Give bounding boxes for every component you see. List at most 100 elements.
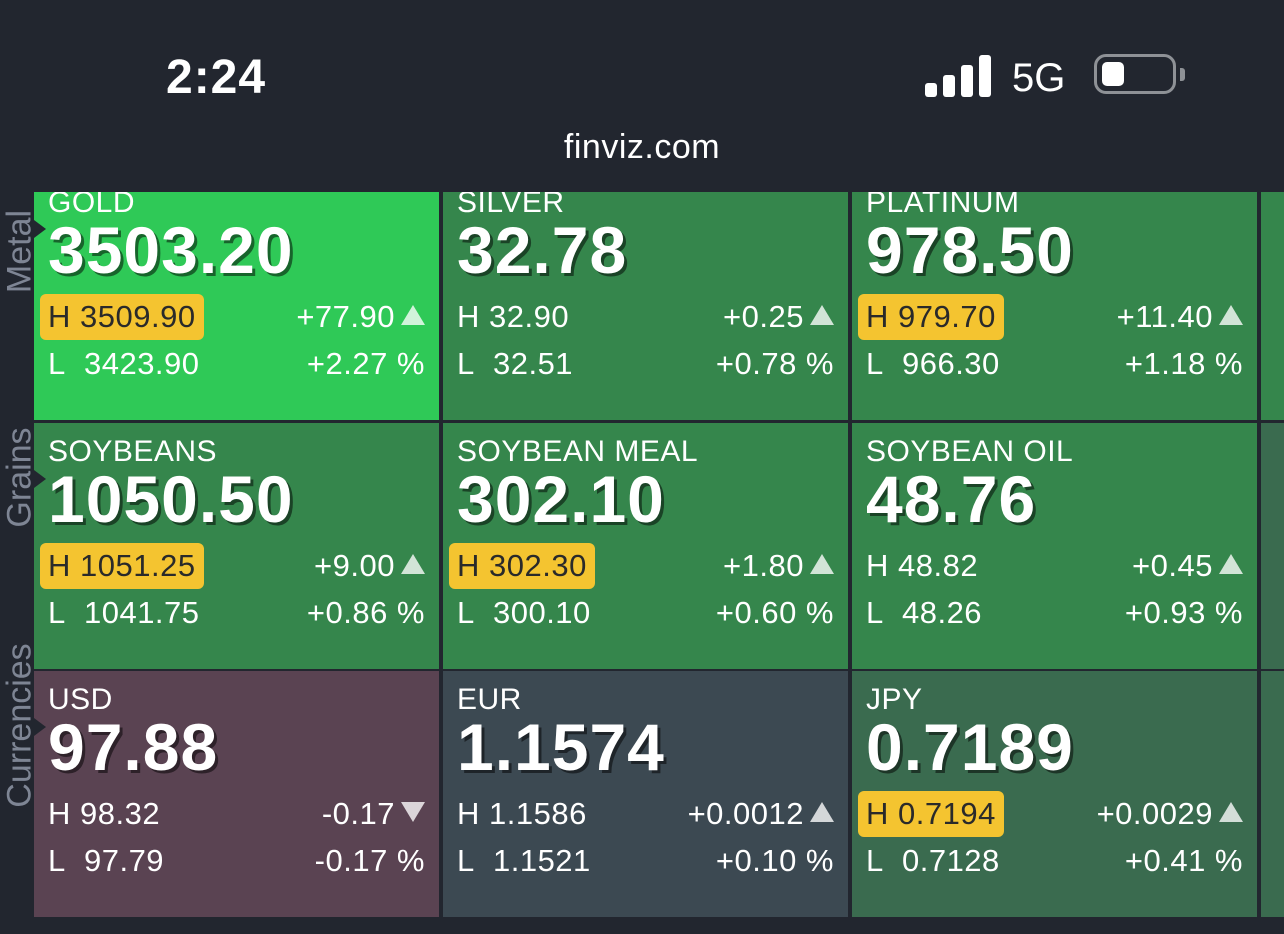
tile-name: EUR xyxy=(457,683,522,716)
tile-change-value: -0.17 xyxy=(321,796,395,831)
tile-platinum[interactable]: PLATINUM 978.50 H 979.70 L 966.30 +11.40… xyxy=(852,192,1257,420)
tile-name: PLATINUM xyxy=(866,192,1020,219)
tile-change-value: +0.0012 xyxy=(687,796,804,831)
tile-change: +1.80 xyxy=(723,543,834,589)
tile-change: +77.90 xyxy=(296,294,425,340)
tile-low: L 1.1521 xyxy=(457,843,591,878)
arrow-down-icon xyxy=(401,802,425,822)
tile-eur[interactable]: EUR 1.1574 H 1.1586 L 1.1521 +0.0012 +0.… xyxy=(443,671,848,917)
tile-low: L 32.51 xyxy=(457,346,574,381)
tile-change-pct: +1.18 % xyxy=(1124,346,1243,381)
arrow-up-icon xyxy=(401,305,425,325)
tile-low-value: 1.1521 xyxy=(492,843,591,878)
tile-low: L 1041.75 xyxy=(48,595,200,630)
tile-low-value: 97.79 xyxy=(83,843,165,878)
tile-change-pct: -0.17 % xyxy=(314,843,425,878)
cellular-signal-icon xyxy=(925,55,991,97)
status-bar: 2:24 5G finviz.com xyxy=(0,0,1284,192)
tile-change: +9.00 xyxy=(314,543,425,589)
tile-low-value: 300.10 xyxy=(492,595,591,630)
tile-price: 0.7189 xyxy=(866,710,1074,784)
tile-change: +0.45 xyxy=(1132,543,1243,589)
tile-change: +0.25 xyxy=(723,294,834,340)
tile-price: 302.10 xyxy=(457,462,665,536)
tile-high: H 98.32 xyxy=(48,796,161,831)
tile-change-pct: +0.10 % xyxy=(715,843,834,878)
tile-gold[interactable]: GOLD 3503.20 H 3509.90 L 3423.90 +77.90 … xyxy=(34,192,439,420)
tile-price: 978.50 xyxy=(866,213,1074,287)
tile-high-value: 1.1586 xyxy=(489,796,587,831)
tile-change: +11.40 xyxy=(1117,294,1243,340)
tile-change: +0.0029 xyxy=(1097,791,1243,837)
tile-name: USD xyxy=(48,683,113,716)
tile-price: 3503.20 xyxy=(48,213,294,287)
tile-soybean-oil[interactable]: SOYBEAN OIL 48.76 H 48.82 L 48.26 +0.45 … xyxy=(852,423,1257,669)
arrow-up-icon xyxy=(1219,554,1243,574)
tile-change-pct: +0.60 % xyxy=(715,595,834,630)
tile-name: SOYBEAN OIL xyxy=(866,435,1074,468)
tile-high-value: 3509.90 xyxy=(80,299,196,334)
tile-price: 1.1574 xyxy=(457,710,665,784)
tile-low: L 300.10 xyxy=(457,595,591,630)
tile-change-value: +0.45 xyxy=(1132,548,1213,583)
tile-partial[interactable] xyxy=(1261,671,1284,917)
tile-low-value: 32.51 xyxy=(492,346,574,381)
tile-low: L 966.30 xyxy=(866,346,1000,381)
arrow-up-icon xyxy=(810,554,834,574)
tile-partial[interactable] xyxy=(1261,192,1284,420)
tile-jpy[interactable]: JPY 0.7189 H 0.7194 L 0.7128 +0.0029 +0.… xyxy=(852,671,1257,917)
tile-soybeans[interactable]: SOYBEANS 1050.50 H 1051.25 L 1041.75 +9.… xyxy=(34,423,439,669)
tile-change-value: +0.0029 xyxy=(1096,796,1213,831)
tile-high: H 32.90 xyxy=(457,299,570,334)
row-pointer-icon xyxy=(34,220,46,238)
tile-change-pct: +0.86 % xyxy=(306,595,425,630)
tile-change: -0.17 xyxy=(322,791,425,837)
tile-low: L 3423.90 xyxy=(48,346,200,381)
tile-low-value: 3423.90 xyxy=(83,346,200,381)
tile-high-value: 979.70 xyxy=(898,299,996,334)
tile-low-value: 1041.75 xyxy=(83,595,200,630)
tile-partial[interactable] xyxy=(1261,423,1284,669)
tile-high: H 1.1586 xyxy=(457,796,587,831)
battery-icon xyxy=(1094,54,1185,94)
tile-high-value: 48.82 xyxy=(898,548,979,583)
tile-change-pct: +2.27 % xyxy=(306,346,425,381)
tile-low-value: 48.26 xyxy=(901,595,983,630)
tile-high: H 979.70 xyxy=(858,294,1004,340)
tile-high: H 48.82 xyxy=(866,548,979,583)
tile-change-value: +77.90 xyxy=(296,299,395,334)
tile-name: JPY xyxy=(866,683,923,716)
tile-high-value: 1051.25 xyxy=(80,548,196,583)
tile-silver[interactable]: SILVER 32.78 H 32.90 L 32.51 +0.25 +0.78… xyxy=(443,192,848,420)
arrow-up-icon xyxy=(1219,305,1243,325)
tile-price: 48.76 xyxy=(866,462,1037,536)
tile-change-value: +0.25 xyxy=(723,299,804,334)
arrow-up-icon xyxy=(401,554,425,574)
tile-price: 32.78 xyxy=(457,213,628,287)
tile-price: 97.88 xyxy=(48,710,219,784)
tile-usd[interactable]: USD 97.88 H 98.32 L 97.79 -0.17 -0.17 % xyxy=(34,671,439,917)
tile-change-value: +11.40 xyxy=(1116,299,1213,334)
tile-high-value: 302.30 xyxy=(489,548,587,583)
tile-name: GOLD xyxy=(48,192,136,219)
tile-change-pct: +0.78 % xyxy=(715,346,834,381)
tile-high-value: 0.7194 xyxy=(898,796,996,831)
tile-low-value: 966.30 xyxy=(901,346,1000,381)
arrow-up-icon xyxy=(1219,802,1243,822)
tile-change: +0.0012 xyxy=(688,791,834,837)
tile-name: SOYBEANS xyxy=(48,435,218,468)
tile-change-pct: +0.41 % xyxy=(1124,843,1243,878)
browser-url[interactable]: finviz.com xyxy=(563,128,721,166)
futures-map: Metal GOLD 3503.20 H 3509.90 L 3423.90 +… xyxy=(0,192,1284,934)
tile-soybean-meal[interactable]: SOYBEAN MEAL 302.10 H 302.30 L 300.10 +1… xyxy=(443,423,848,669)
tile-low: L 0.7128 xyxy=(866,843,1000,878)
tile-high: H 3509.90 xyxy=(40,294,204,340)
tile-low: L 97.79 xyxy=(48,843,165,878)
tile-high: H 1051.25 xyxy=(40,543,204,589)
row-pointer-icon xyxy=(34,718,46,736)
tile-high: H 0.7194 xyxy=(858,791,1004,837)
tile-name: SOYBEAN MEAL xyxy=(457,435,699,468)
tile-name: SILVER xyxy=(457,192,565,219)
tile-price: 1050.50 xyxy=(48,462,294,536)
arrow-up-icon xyxy=(810,305,834,325)
